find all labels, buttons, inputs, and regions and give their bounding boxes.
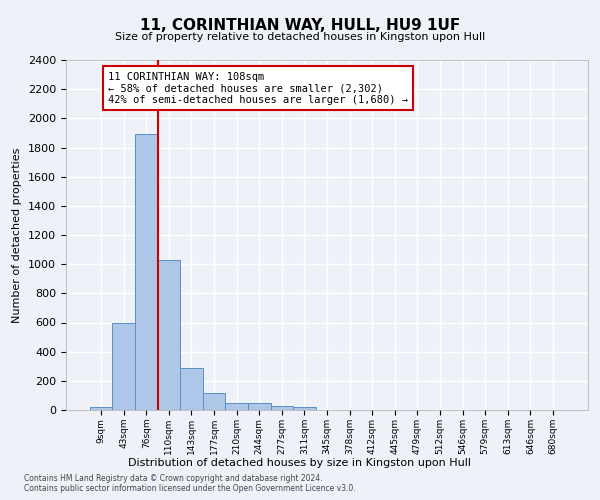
Bar [180, 368, 203, 410]
Bar [158, 260, 180, 410]
Y-axis label: Number of detached properties: Number of detached properties [13, 148, 22, 322]
Bar [203, 392, 226, 410]
Bar [226, 402, 248, 410]
Bar [112, 322, 135, 410]
Bar [135, 134, 158, 410]
Bar [90, 407, 112, 410]
Bar [293, 407, 316, 410]
Text: 11 CORINTHIAN WAY: 108sqm
← 58% of detached houses are smaller (2,302)
42% of se: 11 CORINTHIAN WAY: 108sqm ← 58% of detac… [108, 72, 408, 105]
Text: Contains HM Land Registry data © Crown copyright and database right 2024.: Contains HM Land Registry data © Crown c… [24, 474, 323, 483]
Bar [248, 404, 271, 410]
Text: 11, CORINTHIAN WAY, HULL, HU9 1UF: 11, CORINTHIAN WAY, HULL, HU9 1UF [140, 18, 460, 32]
Text: Distribution of detached houses by size in Kingston upon Hull: Distribution of detached houses by size … [128, 458, 472, 468]
Text: Contains public sector information licensed under the Open Government Licence v3: Contains public sector information licen… [24, 484, 356, 493]
Text: Size of property relative to detached houses in Kingston upon Hull: Size of property relative to detached ho… [115, 32, 485, 42]
Bar [271, 406, 293, 410]
